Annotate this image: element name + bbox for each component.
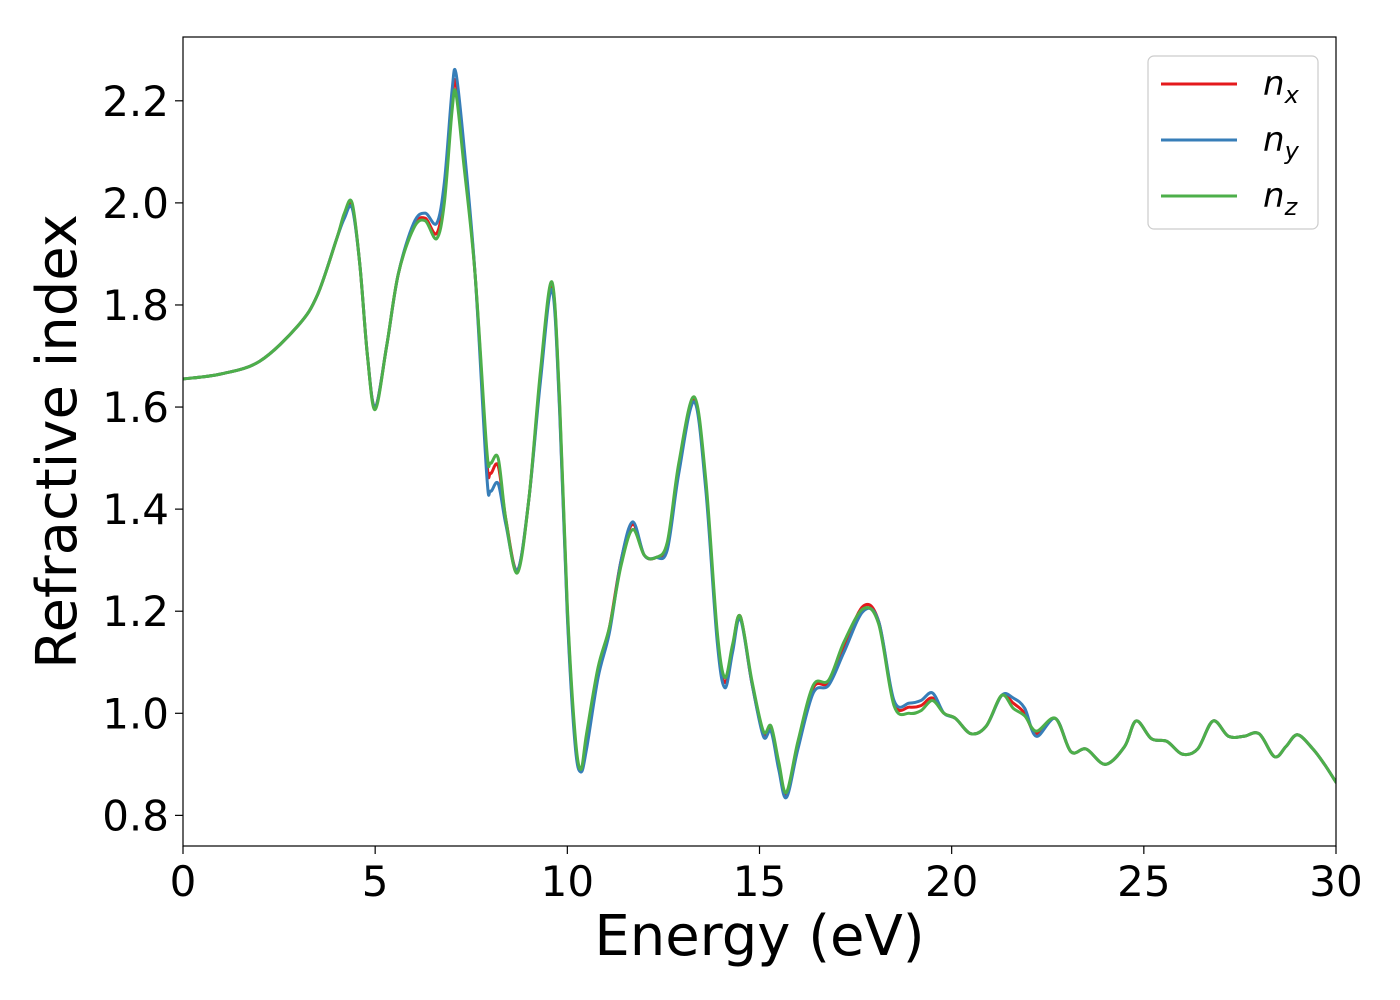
legend-label: ny	[1263, 120, 1300, 165]
series-layer	[183, 67, 1336, 800]
legend-box	[1147, 55, 1319, 230]
y-tick-label: 1.2	[102, 587, 169, 636]
x-tick-label: 10	[541, 857, 594, 906]
x-tick-label: 25	[1117, 857, 1170, 906]
legend-entries: nx ny nz	[1161, 64, 1300, 221]
y-tick-label: 1.6	[102, 383, 169, 432]
legend-label: nx	[1263, 64, 1300, 109]
y-axis-label: Refractive index	[25, 214, 90, 669]
y-axis: 0.8 1.0 1.2 1.4 1.6 1.8 2.0 2.2	[102, 77, 183, 840]
y-tick-label: 1.4	[102, 485, 169, 534]
y-tick-label: 2.2	[102, 77, 169, 126]
legend: nx ny nz	[1147, 55, 1319, 230]
y-tick-label: 0.8	[102, 791, 169, 840]
legend-label: nz	[1263, 176, 1299, 221]
x-tick-label: 0	[170, 857, 197, 906]
y-tick-label: 2.0	[102, 179, 169, 228]
x-tick-label: 15	[733, 857, 786, 906]
series-line-n-z	[183, 88, 1336, 795]
y-tick-label: 1.8	[102, 281, 169, 330]
x-tick-label: 30	[1309, 857, 1362, 906]
y-tick-label: 1.0	[102, 689, 169, 738]
x-axis: 0 5 10 15 20 25 30	[170, 846, 1363, 906]
x-tick-label: 5	[362, 857, 389, 906]
x-axis-label: Energy (eV)	[594, 904, 924, 969]
x-tick-label: 20	[925, 857, 978, 906]
